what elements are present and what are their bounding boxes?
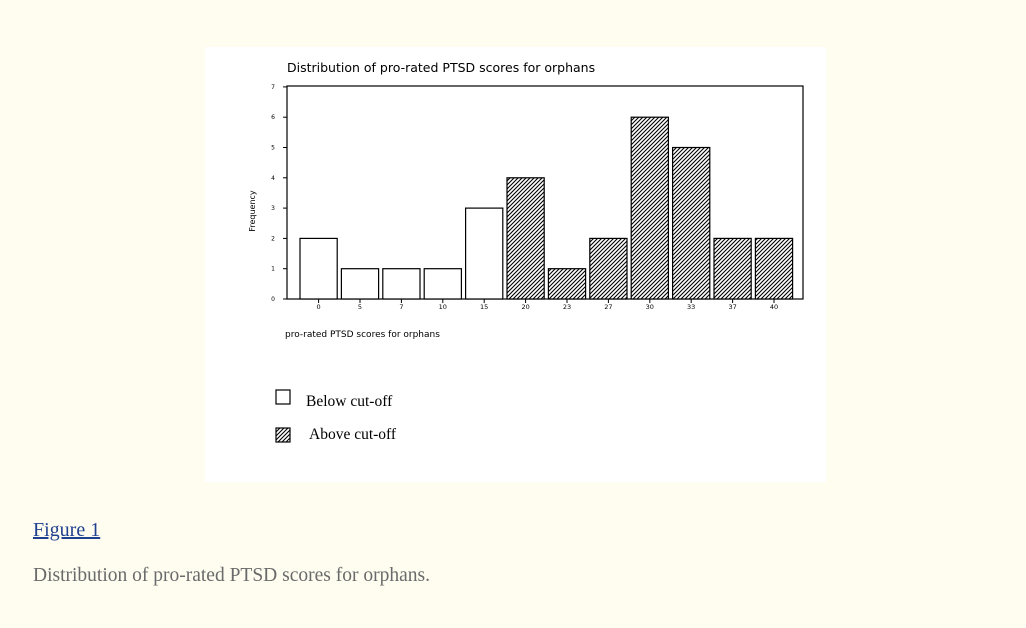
bar-15 <box>465 207 504 300</box>
figure-caption: Distribution of pro-rated PTSD scores fo… <box>33 565 430 586</box>
x-tick-label: 33 <box>687 303 695 311</box>
x-tick-label: 0 <box>317 303 321 311</box>
plot-frame <box>286 85 804 300</box>
y-tick-label: 2 <box>271 235 275 242</box>
bar-27 <box>589 237 628 300</box>
legend-swatch-above <box>275 427 291 443</box>
x-tick-label: 20 <box>521 303 529 311</box>
bar-10 <box>423 268 462 300</box>
bar-5 <box>340 268 380 300</box>
x-tick-label: 23 <box>563 303 571 311</box>
y-tick-label: 7 <box>271 84 275 91</box>
x-axis-label: pro-rated PTSD scores for orphans <box>285 330 440 340</box>
legend-label-below: Below cut-off <box>306 393 393 410</box>
bar-30 <box>630 116 670 300</box>
x-tick-label: 10 <box>439 303 447 311</box>
x-tick-label: 37 <box>728 303 736 311</box>
bar-33 <box>672 146 711 300</box>
x-tick-label: 27 <box>604 303 612 311</box>
figure-panel: Distribution of pro-rated PTSD scores fo… <box>205 47 826 482</box>
y-tick-label: 5 <box>271 145 275 152</box>
legend-swatch-below <box>275 389 291 405</box>
bar-37 <box>713 237 752 300</box>
bar-20 <box>506 177 545 300</box>
bar-7 <box>382 268 421 300</box>
y-tick-label: 1 <box>271 266 275 273</box>
y-tick-label: 3 <box>271 205 275 212</box>
histogram-chart: Distribution of pro-rated PTSD scores fo… <box>248 60 804 443</box>
bar-0 <box>299 237 338 300</box>
bar-23 <box>547 268 587 300</box>
x-tick-label: 7 <box>399 303 403 311</box>
chart-title: Distribution of pro-rated PTSD scores fo… <box>287 60 595 75</box>
bar-40 <box>754 237 794 300</box>
y-tick-label: 4 <box>271 175 275 182</box>
y-axis-label: Frequency <box>248 190 257 232</box>
y-tick-label: 0 <box>271 296 275 303</box>
y-tick-label: 6 <box>271 114 275 121</box>
x-tick-label: 30 <box>646 303 654 311</box>
x-tick-label: 15 <box>480 303 488 311</box>
legend: Below cut-off Above cut-off <box>275 389 397 443</box>
figure-link[interactable]: Figure 1 <box>33 519 101 541</box>
x-tick-label: 40 <box>770 303 778 311</box>
legend-label-above: Above cut-off <box>309 426 397 443</box>
x-tick-label: 5 <box>358 303 362 311</box>
